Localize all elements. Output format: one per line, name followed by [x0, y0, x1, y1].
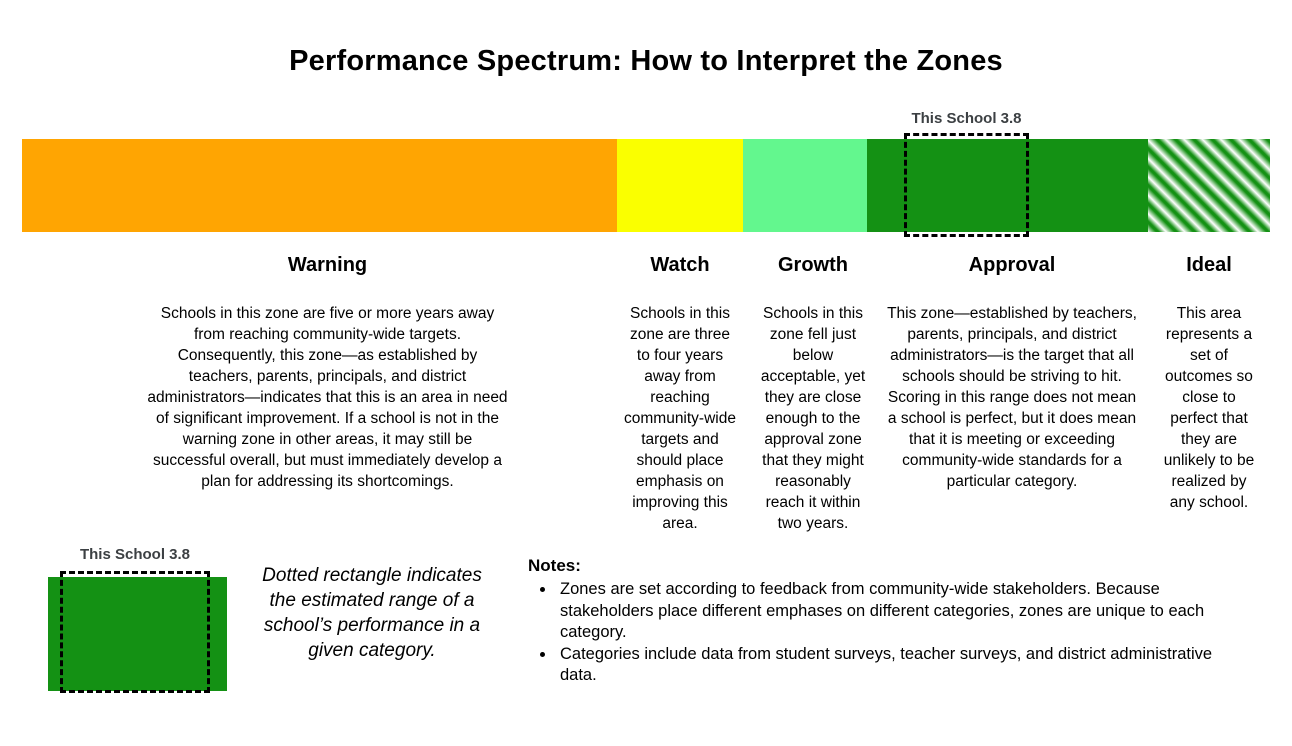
note-item: Zones are set according to feedback from…	[556, 579, 1228, 644]
zone-description-watch: Schools in this zone are three to four y…	[624, 305, 736, 532]
notes-heading: Notes:	[528, 556, 581, 575]
zone-description-approval: This zone—established by teachers, paren…	[887, 305, 1137, 490]
legend-caption: Dotted rectangle indicates the estimated…	[262, 565, 482, 661]
zone-heading-watch: Watch	[650, 254, 710, 276]
zone-segment-growth	[743, 139, 867, 232]
legend-marker-label: This School 3.8	[79, 546, 191, 563]
zone-description-ideal: This area represents a set of outcomes s…	[1163, 305, 1255, 511]
notes-list: Zones are set according to feedback from…	[528, 579, 1228, 687]
zone-segment-approval	[867, 139, 1148, 232]
school-marker-rect	[904, 133, 1029, 237]
zone-description-warning: Schools in this zone are five or more ye…	[147, 305, 508, 490]
zone-heading-growth: Growth	[778, 254, 848, 276]
legend-marker-rect	[60, 571, 210, 693]
legend-zone-swatch	[48, 577, 227, 691]
zone-description-growth: Schools in this zone fell just below acc…	[760, 305, 866, 532]
notes-section: Notes: Zones are set according to feedba…	[528, 556, 1228, 687]
zone-segment-ideal	[1148, 139, 1270, 232]
zone-heading-approval: Approval	[968, 254, 1056, 276]
note-item: Categories include data from student sur…	[556, 644, 1228, 687]
zone-heading-warning: Warning	[287, 254, 368, 276]
zone-segment-warning	[22, 139, 617, 232]
school-marker-label: This School 3.8	[911, 110, 1022, 127]
zone-segment-watch	[617, 139, 743, 232]
spectrum-bar	[22, 139, 1270, 232]
zone-heading-ideal: Ideal	[1186, 254, 1232, 276]
page-title: Performance Spectrum: How to Interpret t…	[289, 45, 1003, 77]
